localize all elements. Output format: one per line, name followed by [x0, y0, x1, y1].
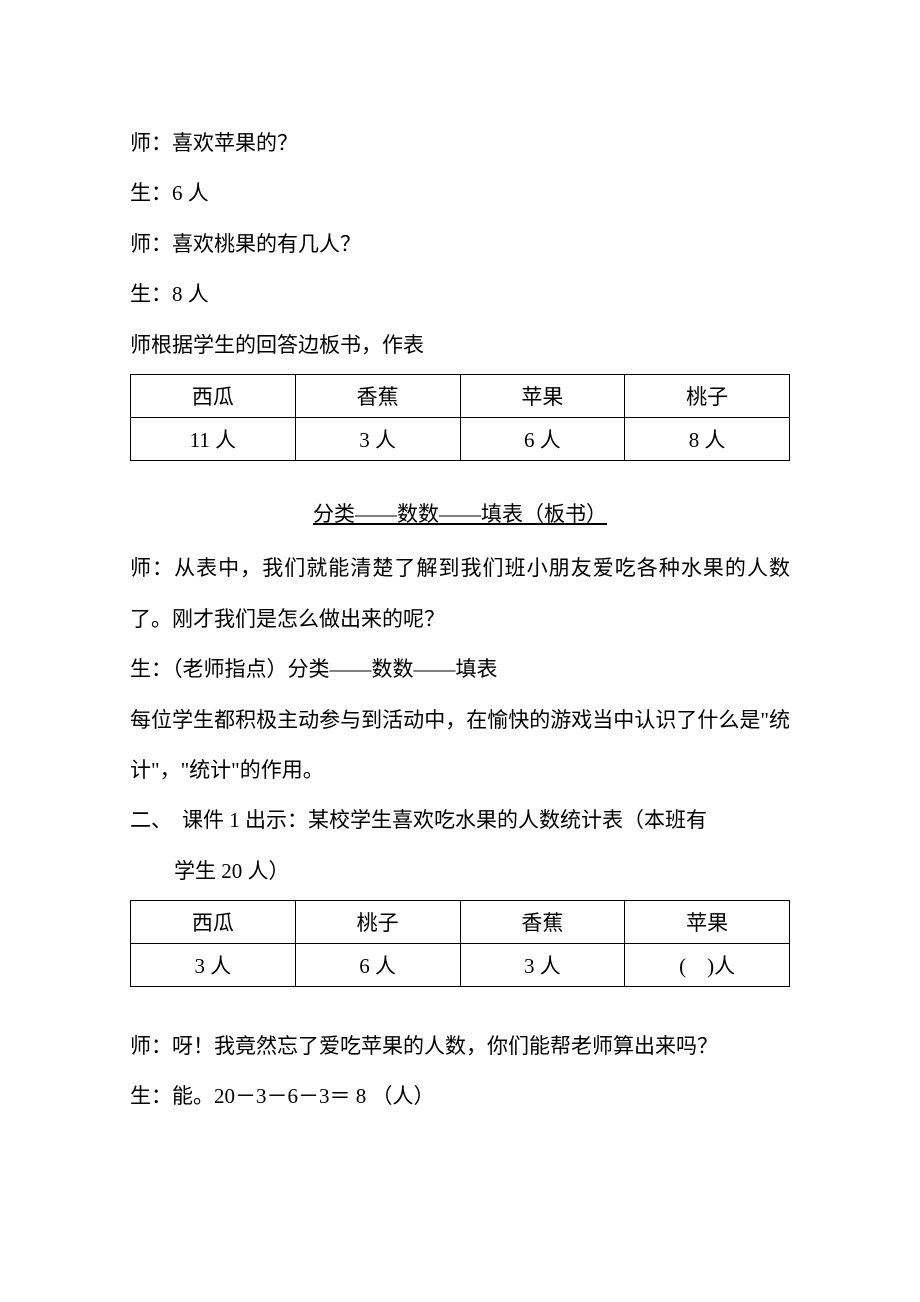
table-cell: 苹果: [625, 901, 790, 944]
table-cell: 桃子: [295, 901, 460, 944]
dialogue-line: 生：（老师指点）分类——数数——填表: [130, 644, 790, 694]
table-cell: ( )人: [625, 944, 790, 987]
dialogue-line: 师根据学生的回答边板书，作表: [130, 320, 790, 370]
section-number: 二、: [130, 795, 182, 845]
dialogue-line: 每位学生都积极主动参与到活动中，在愉快的游戏当中认识了什么是"统计"，"统计"的…: [130, 695, 790, 796]
table-cell: 香蕉: [460, 901, 625, 944]
dialogue-line: 师：喜欢桃果的有几人？: [130, 219, 790, 269]
dialogue-line: 师：喜欢苹果的？: [130, 118, 790, 168]
table-cell: 3 人: [131, 944, 296, 987]
section-text-cont: 学生 20 人）: [130, 846, 790, 896]
table-row: 西瓜 桃子 香蕉 苹果: [131, 901, 790, 944]
dialogue-line: 师：呀！我竟然忘了爱吃苹果的人数，你们能帮老师算出来吗？: [130, 1021, 790, 1071]
table-row: 11 人 3 人 6 人 8 人: [131, 417, 790, 460]
table-cell: 西瓜: [131, 374, 296, 417]
section-heading: 二、 课件 1 出示：某校学生喜欢吃水果的人数统计表（本班有: [130, 795, 790, 845]
table-cell: 苹果: [460, 374, 625, 417]
table-cell: 桃子: [625, 374, 790, 417]
dialogue-line: 生：8 人: [130, 269, 790, 319]
document-page: 师：喜欢苹果的？ 生：6 人 师：喜欢桃果的有几人？ 生：8 人 师根据学生的回…: [0, 0, 920, 1302]
table-cell: 8 人: [625, 417, 790, 460]
fruit-table-2: 西瓜 桃子 香蕉 苹果 3 人 6 人 3 人 ( )人: [130, 900, 790, 987]
dialogue-line: 师：从表中，我们就能清楚了解到我们班小朋友爱吃各种水果的人数了。刚才我们是怎么做…: [130, 543, 790, 644]
table-cell: 3 人: [295, 417, 460, 460]
table-cell: 6 人: [460, 417, 625, 460]
table-row: 西瓜 香蕉 苹果 桃子: [131, 374, 790, 417]
table-cell: 香蕉: [295, 374, 460, 417]
board-title: 分类——数数——填表（板书）: [130, 489, 790, 539]
table-cell: 西瓜: [131, 901, 296, 944]
table-cell: 3 人: [460, 944, 625, 987]
dialogue-line: 生：能。20－3－6－3＝ 8 （人）: [130, 1071, 790, 1121]
fruit-table-1: 西瓜 香蕉 苹果 桃子 11 人 3 人 6 人 8 人: [130, 374, 790, 461]
dialogue-line: 生：6 人: [130, 168, 790, 218]
table-cell: 6 人: [295, 944, 460, 987]
spacer: [130, 997, 790, 1021]
table-cell: 11 人: [131, 417, 296, 460]
section-text: 课件 1 出示：某校学生喜欢吃水果的人数统计表（本班有: [182, 795, 790, 845]
table-row: 3 人 6 人 3 人 ( )人: [131, 944, 790, 987]
